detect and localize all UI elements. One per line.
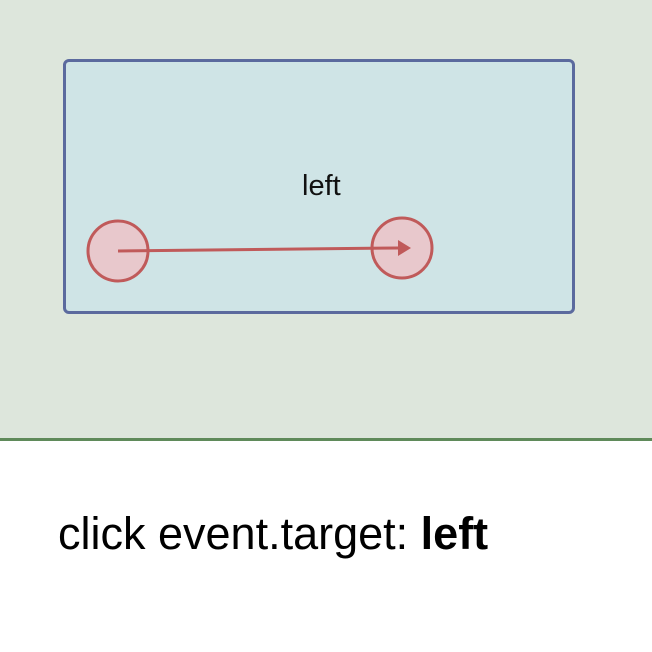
event-stage: left xyxy=(0,0,652,441)
left-target-box[interactable]: left xyxy=(63,59,575,314)
drag-gesture xyxy=(86,216,434,283)
readout-value: left xyxy=(420,508,489,559)
drag-arrow-line xyxy=(117,246,399,253)
drag-arrowhead-icon xyxy=(398,240,411,256)
readout-prefix: click event.target: xyxy=(58,508,409,559)
left-box-label: left xyxy=(302,170,341,202)
event-target-readout: click event.target: left xyxy=(58,508,488,560)
